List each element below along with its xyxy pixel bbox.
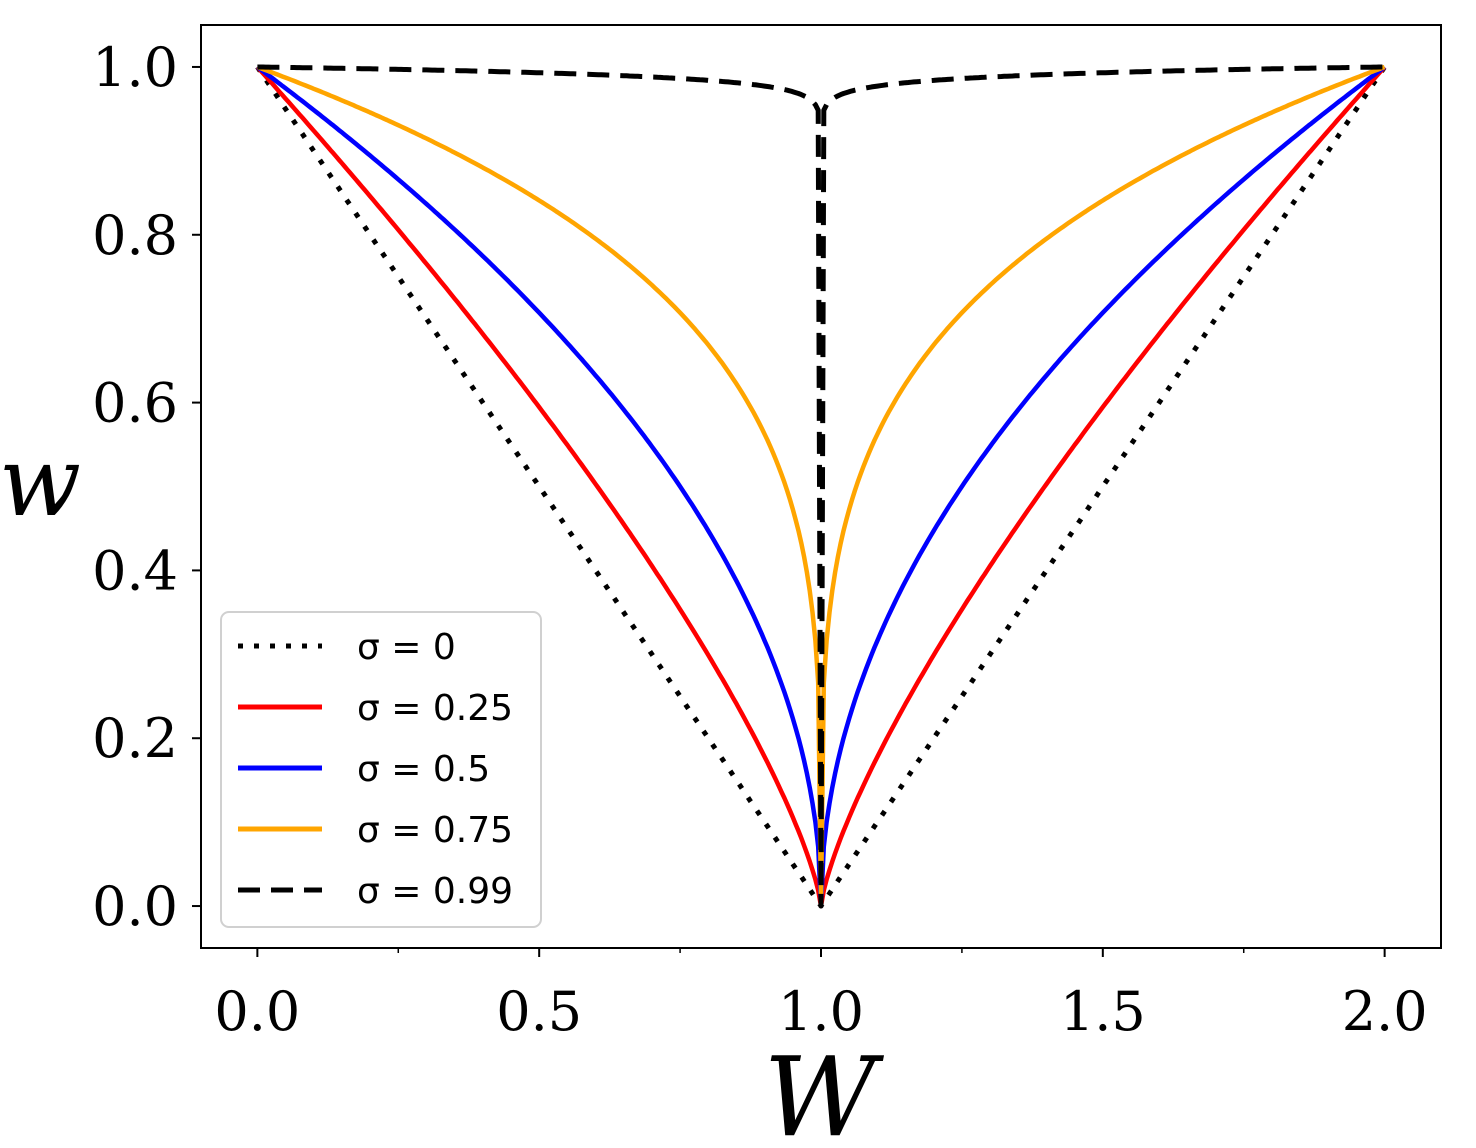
legend-label-4: σ = 0.99 [357,871,513,912]
y-tick-label: 0.2 [92,707,178,770]
x-axis-label: W [763,1033,884,1148]
y-axis-ticks: 0.0 0.2 0.4 0.6 0.8 1.0 [92,36,201,938]
x-tick-label: 1.0 [778,980,864,1043]
y-tick-label: 1.0 [92,36,178,99]
y-tick-label: 0.6 [92,372,178,435]
y-tick-label: 0.0 [92,875,178,938]
x-tick-label: 1.5 [1060,980,1146,1043]
legend-label-1: σ = 0.25 [357,688,513,729]
x-axis-ticks: 0.0 0.5 1.0 1.5 2.0 [214,948,1428,1043]
legend-label-3: σ = 0.75 [357,810,513,851]
y-axis-label: w [0,426,81,538]
x-tick-label: 0.5 [496,980,582,1043]
y-tick-label: 0.4 [92,539,178,602]
legend-box [220,611,542,928]
x-tick-label: 0.0 [214,980,300,1043]
curves-layer [255,64,1387,909]
x-tick-label: 2.0 [1342,980,1428,1043]
legend-entries: σ = 0 σ = 0.25 σ = 0.5 σ = 0.75 σ = 0.99 [238,627,513,912]
legend: σ = 0 σ = 0.25 σ = 0.5 σ = 0.75 σ = 0.99 [220,611,542,928]
legend-label-0: σ = 0 [357,627,456,668]
legend-label-2: σ = 0.5 [357,749,490,790]
series-line-4 [257,64,1385,909]
y-tick-label: 0.8 [92,204,178,267]
